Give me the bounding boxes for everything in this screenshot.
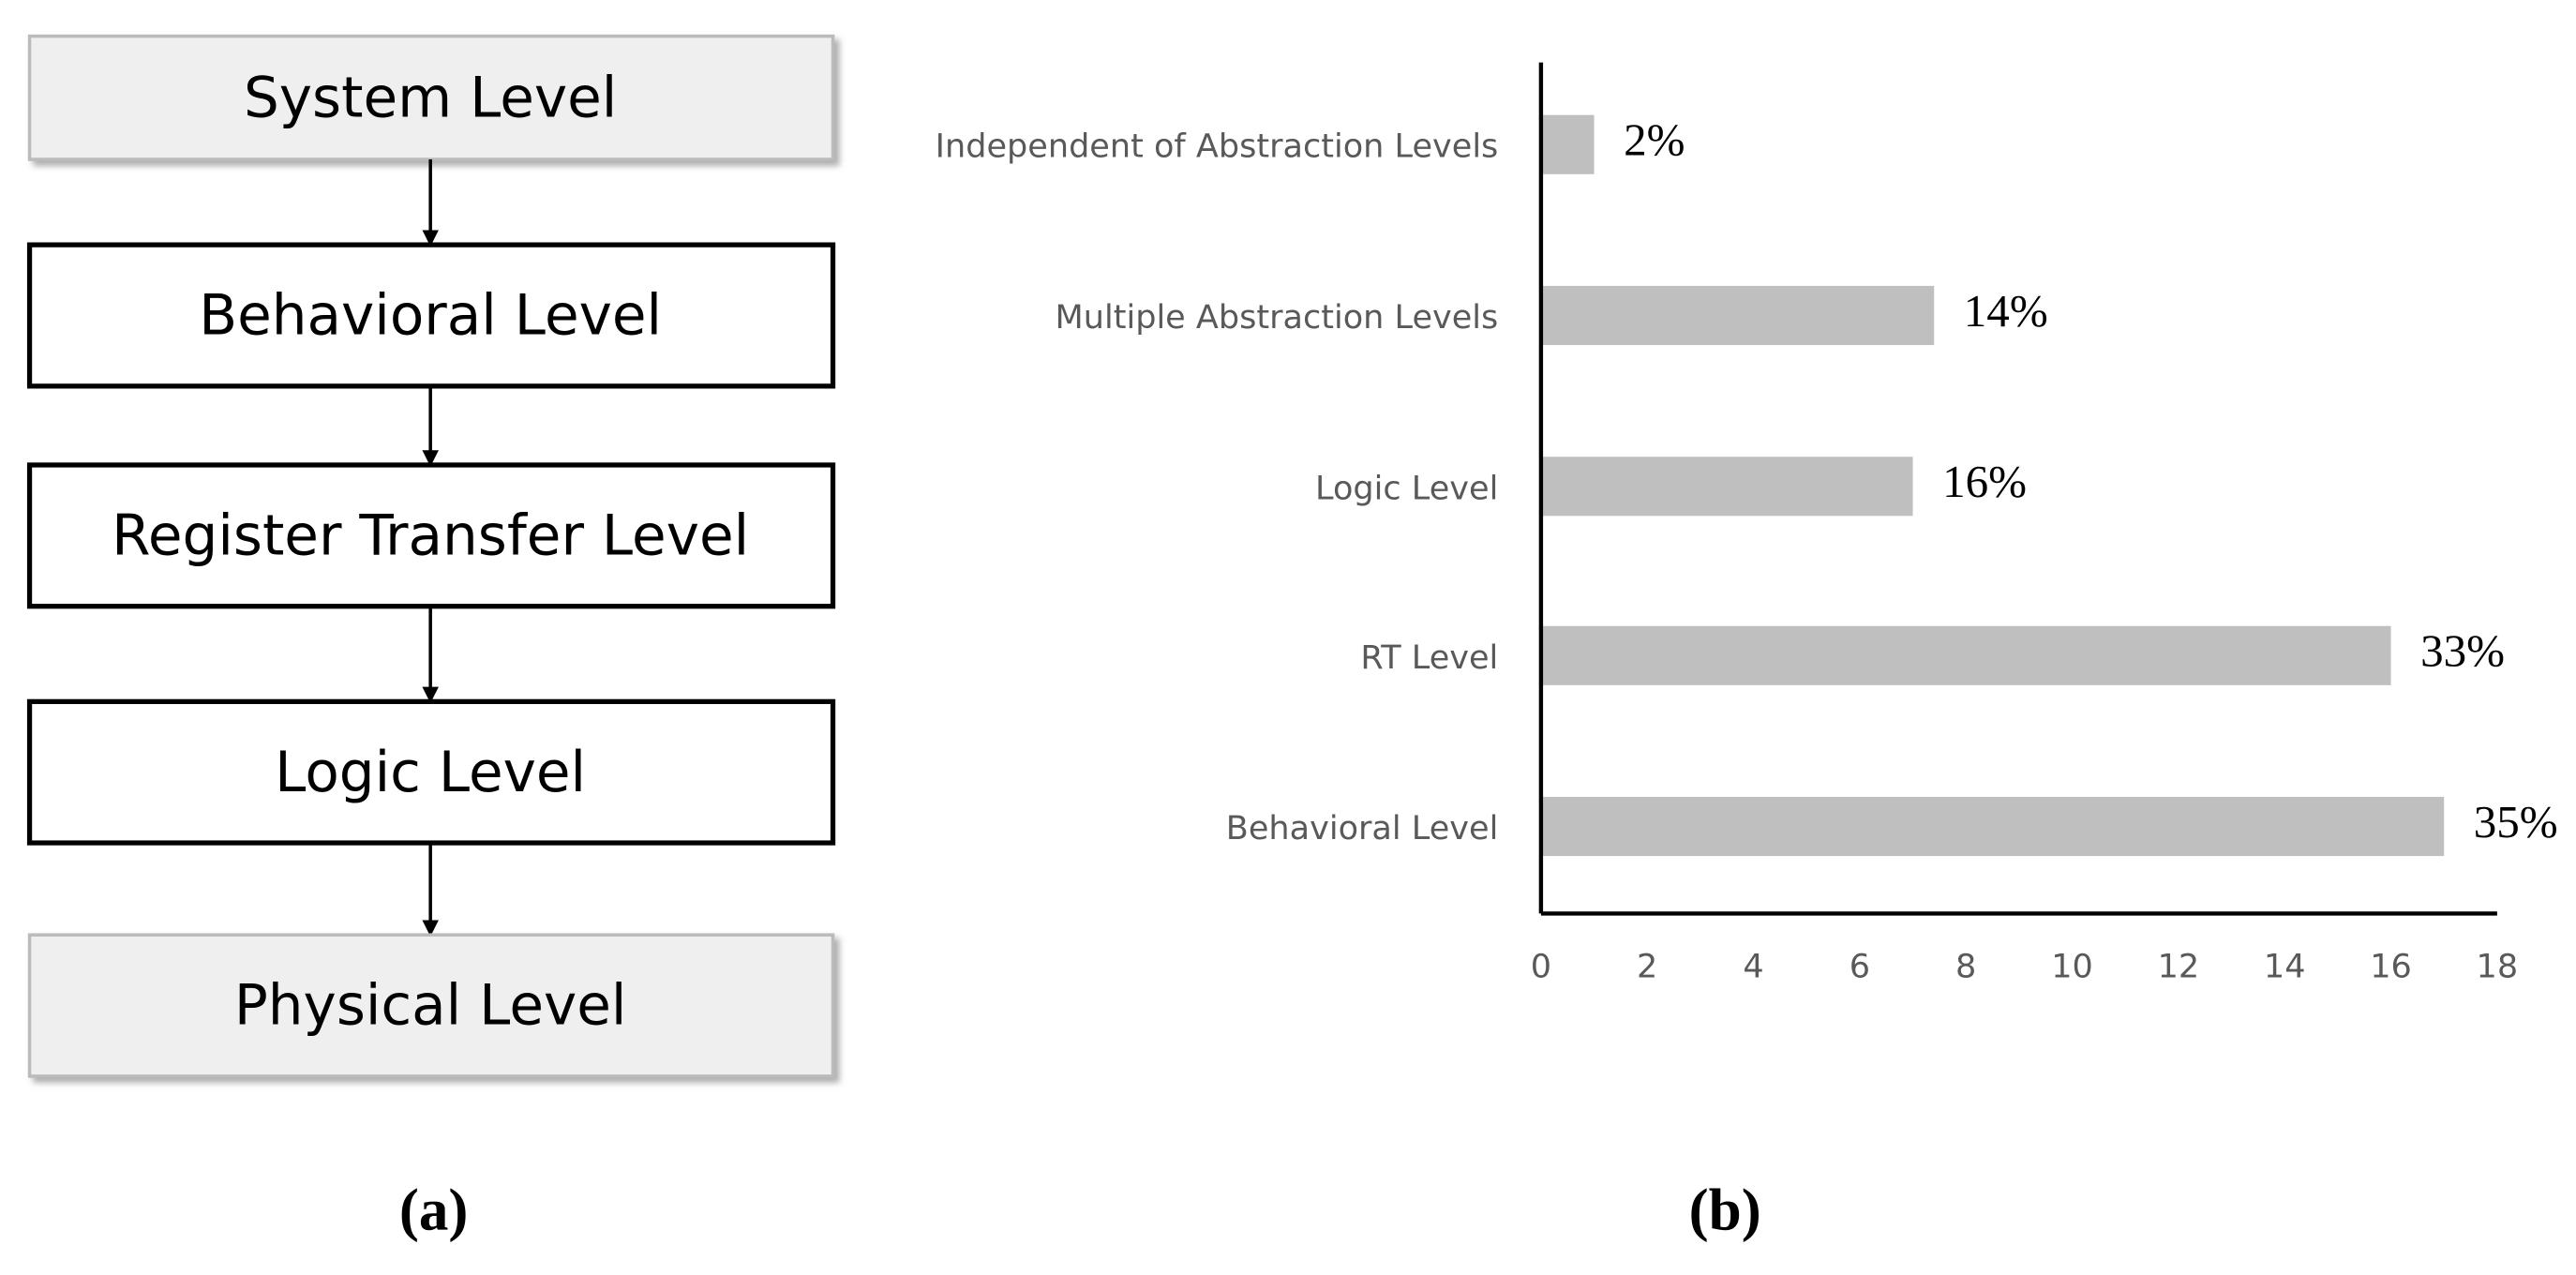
bar [1540,114,1595,174]
level-label: Behavioral Level [199,284,662,349]
x-tick-label: 18 [2477,947,2519,985]
y-tick-label: Independent of Abstraction Levels [936,128,1499,166]
bar [1540,796,2445,857]
x-tick-label: 16 [2370,947,2412,985]
level-box [27,34,835,161]
value-label: 14% [1964,285,2048,337]
x-tick-label: 4 [1743,947,1763,985]
x-tick-label: 2 [1637,947,1657,985]
level-label: Physical Level [234,974,627,1039]
value-label: 16% [1942,456,2027,507]
bar [1540,625,2391,685]
x-tick-label: 14 [2264,947,2306,985]
level-box [26,242,836,389]
level-box [27,933,835,1078]
level-box [26,462,836,609]
bar [1540,285,1935,346]
value-label: 33% [2420,625,2505,677]
x-tick-label: 10 [2051,947,2093,985]
y-tick-label: RT Level [1360,638,1498,677]
level-label: System Level [244,66,617,130]
bar [1540,457,1913,517]
y-tick-label: Multiple Abstraction Levels [1056,298,1499,337]
value-label: 2% [1624,114,1685,166]
level-label: Logic Level [275,741,586,805]
y-tick-label: Logic Level [1315,469,1498,507]
x-tick-label: 0 [1531,947,1551,985]
y-tick-label: Behavioral Level [1226,809,1499,848]
caption-b: (b) [1689,1177,1761,1242]
x-tick-label: 6 [1850,947,1870,985]
level-label: Register Transfer Level [112,503,749,568]
value-label: 35% [2474,796,2558,848]
x-tick-label: 8 [1955,947,1976,985]
caption-a: (a) [399,1177,469,1242]
x-tick-label: 12 [2158,947,2200,985]
